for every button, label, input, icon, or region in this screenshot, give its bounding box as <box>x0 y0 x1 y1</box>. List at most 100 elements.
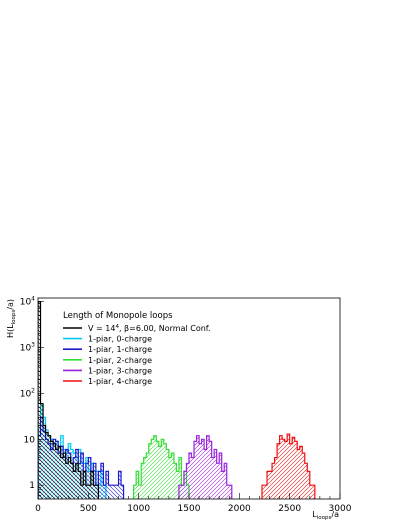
y-tick-label: 102 <box>20 387 35 399</box>
histogram-bar <box>204 449 207 499</box>
histogram-bar <box>80 485 84 499</box>
legend-label: 1-piar, 2-charge <box>88 356 152 365</box>
histogram-bar <box>45 432 49 499</box>
histogram-bar <box>284 441 288 499</box>
histogram-bar <box>78 471 81 499</box>
histogram-bar <box>143 457 147 499</box>
series-outline <box>38 301 99 499</box>
x-axis: 0 500 1000 1500 2000 2500 3000 <box>35 493 352 514</box>
histogram-bar <box>226 485 230 499</box>
histogram-bar <box>183 471 187 499</box>
histogram-bar <box>63 453 66 499</box>
histogram-bar <box>216 463 220 499</box>
histogram-bar <box>88 485 91 499</box>
histogram-bar <box>58 446 61 499</box>
histogram-bar <box>199 443 202 499</box>
histogram-bar <box>181 485 184 499</box>
histogram-bar <box>85 485 89 499</box>
histogram-bar <box>261 485 265 499</box>
histogram-bar <box>267 471 270 499</box>
histogram-bar <box>113 485 117 499</box>
legend-label: 1-piar, 4-charge <box>88 377 152 386</box>
histogram-bar <box>211 457 215 499</box>
histogram-bar <box>80 453 84 499</box>
histogram-bar <box>277 443 280 499</box>
histogram-bar <box>272 463 275 499</box>
x-tick-label: 2000 <box>228 504 251 514</box>
histogram-bar <box>53 443 56 499</box>
histogram-bar <box>93 463 96 499</box>
histogram-bar <box>85 463 89 499</box>
histogram-bar <box>269 471 273 499</box>
x-tick-label: 500 <box>80 504 97 514</box>
legend-label: V = 144, β=6.00, Normal Conf. <box>88 324 211 333</box>
histogram-bar <box>73 471 76 499</box>
series-outline <box>133 435 190 499</box>
legend-title: Length of Monopole loops <box>63 311 173 321</box>
histogram-bar <box>141 463 144 499</box>
histogram-bar <box>105 471 109 499</box>
histogram-bar <box>40 403 44 499</box>
histogram-bar <box>158 446 162 499</box>
histogram-bar <box>209 441 212 499</box>
histogram-bar <box>138 485 142 499</box>
legend: Length of Monopole loops V = 144, β=6.00… <box>63 311 211 386</box>
histogram-bar <box>100 463 104 499</box>
y-tick-label: 103 <box>20 342 35 354</box>
histogram-bar <box>294 441 298 499</box>
histogram-bar <box>90 471 94 499</box>
histogram-bar <box>146 453 149 499</box>
histogram-bar <box>108 485 111 499</box>
histogram-bar <box>110 485 114 499</box>
histogram-bar <box>93 485 96 499</box>
histogram-bar <box>292 437 295 499</box>
histogram-bar <box>178 485 182 499</box>
histogram-bar <box>201 439 205 499</box>
x-tick-label: 2500 <box>278 504 301 514</box>
histogram-bar <box>173 463 177 499</box>
histogram-bar <box>299 446 303 499</box>
histogram-bar <box>206 435 210 499</box>
histogram-bar <box>98 471 101 499</box>
series-4 <box>178 435 233 499</box>
histogram-bar <box>274 457 278 499</box>
x-axis-title: Lloops/a <box>312 510 339 521</box>
histogram-bar <box>83 471 86 499</box>
histogram-bar <box>302 453 305 499</box>
histogram-bar <box>279 435 283 499</box>
histogram-bar <box>151 439 154 499</box>
histogram-bar <box>60 457 64 499</box>
histogram-bar <box>186 463 189 499</box>
histogram-bar <box>229 485 232 499</box>
histogram-bar <box>178 457 182 499</box>
series-outline <box>261 433 316 499</box>
histogram-bar <box>116 485 119 499</box>
y-tick-label: 10 <box>24 435 36 445</box>
histogram-bar <box>65 463 69 499</box>
histogram-bar <box>191 457 195 499</box>
histogram-bar <box>75 463 79 499</box>
histogram-bar <box>168 457 172 499</box>
histogram-bar <box>161 439 164 499</box>
histogram-bar <box>70 463 74 499</box>
y-axis-title: H(Lloops/a) <box>6 299 17 338</box>
histogram-bar <box>297 449 300 499</box>
histogram-bar <box>176 471 179 499</box>
y-axis: 1 10 102 103 104 <box>20 296 44 500</box>
histogram-bar <box>289 443 293 499</box>
histogram-bar <box>68 457 71 499</box>
legend-label: 1-piar, 0-charge <box>88 335 152 344</box>
histogram-bar <box>133 485 137 499</box>
x-tick-label: 3000 <box>329 504 352 514</box>
histogram-bar <box>304 463 308 499</box>
histogram-bar <box>196 435 200 499</box>
histogram-bar <box>43 425 46 499</box>
histogram-bar <box>48 435 51 499</box>
histogram-bar <box>166 449 169 499</box>
histogram-bar <box>136 471 139 499</box>
histogram-bar <box>88 457 91 499</box>
histogram-bar <box>219 453 222 499</box>
histogram-bar <box>95 485 99 499</box>
histogram-bar <box>194 441 197 499</box>
